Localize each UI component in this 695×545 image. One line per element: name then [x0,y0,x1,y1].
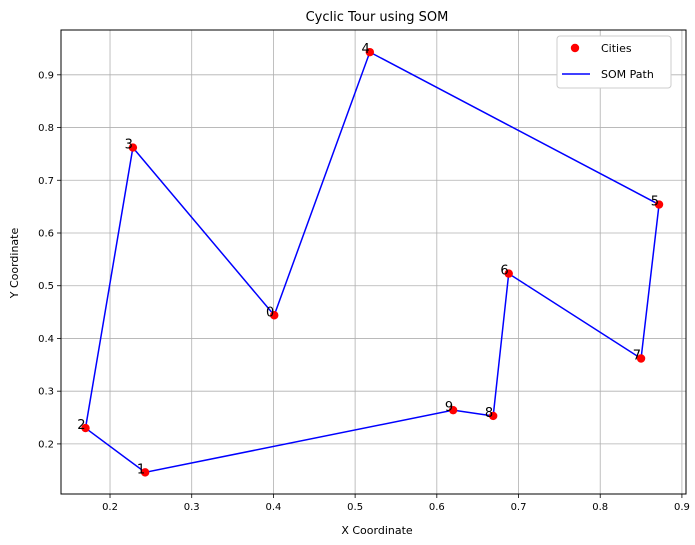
city-label-5: 5 [651,195,659,210]
city-point-6 [504,269,513,278]
x-tick-label: 0.3 [184,502,200,513]
city-point-1 [140,468,150,477]
y-tick-label: 0.7 [38,176,54,187]
legend-box [556,35,672,89]
chart-title: Cyclic Tour using SOM [306,10,449,25]
city-label-2: 2 [77,418,85,433]
plot-frame [60,29,687,495]
city-label-9: 9 [445,400,453,415]
legend-cities-label: Cities [601,42,632,55]
x-axis-label: X Coordinate [341,524,413,537]
city-label-3: 3 [125,138,133,153]
y-tick-label: 0.3 [38,387,54,398]
y-tick-label: 0.5 [38,281,54,292]
city-label-0: 0 [266,305,274,320]
x-tick-label: 0.2 [102,502,118,513]
y-tick-label: 0.6 [38,229,54,240]
y-axis-ticks: 0.2 0.3 0.4 0.5 0.6 0.7 0.8 0.9 [38,70,61,450]
x-tick-label: 0.4 [265,502,281,513]
x-tick-label: 0.7 [511,502,527,513]
x-tick-label: 0.5 [347,502,363,513]
city-point-5 [654,200,664,209]
city-point-0 [270,311,279,320]
legend-path-label: SOM Path [601,68,654,81]
y-tick-label: 0.2 [38,439,54,450]
city-label-7: 7 [633,348,641,363]
y-tick-label: 0.9 [38,70,54,81]
cities-points [81,47,664,477]
city-point-3 [128,143,138,152]
legend: Cities SOM Path [556,35,672,89]
legend-cities-marker [570,43,580,53]
city-point-8 [488,411,498,421]
y-tick-label: 0.8 [38,123,54,134]
city-label-4: 4 [362,42,370,57]
x-tick-label: 0.8 [592,502,608,513]
city-point-4 [365,47,375,57]
x-axis-ticks: 0.2 0.3 0.4 0.5 0.6 0.7 0.8 0.9 [102,494,690,513]
city-label-1: 1 [137,462,145,477]
city-label-8: 8 [485,406,493,421]
grid [61,30,686,494]
city-point-9 [448,405,458,415]
x-tick-label: 0.6 [429,502,445,513]
city-point-2 [81,423,90,433]
city-label-6: 6 [500,264,508,279]
city-labels: 0 1 2 3 4 5 6 7 8 9 [77,42,659,477]
y-tick-label: 0.4 [38,334,54,345]
x-tick-label: 0.9 [674,502,690,513]
city-point-7 [636,354,646,363]
y-axis-label: Y Coordinate [8,228,21,300]
